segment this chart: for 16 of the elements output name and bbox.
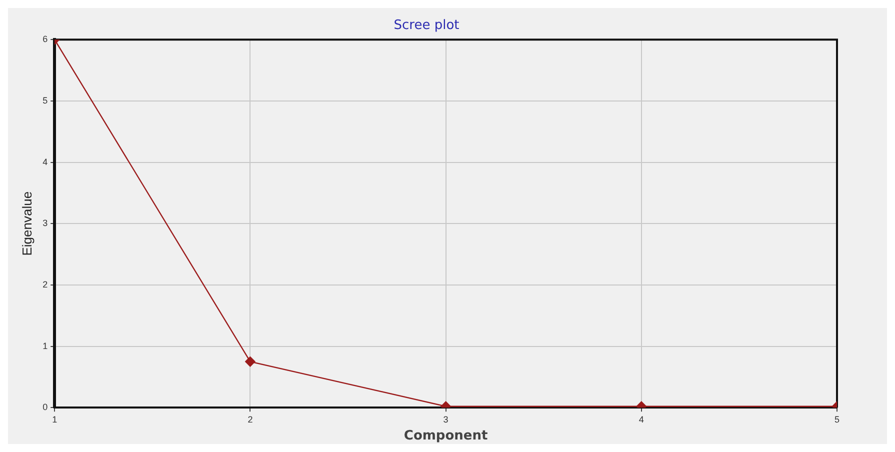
y-tick-label: 1	[42, 340, 48, 351]
chart-title: Scree plot	[394, 18, 460, 34]
y-tick-label: 5	[42, 95, 48, 106]
y-tick-label: 2	[42, 279, 48, 290]
x-tick-label: 3	[443, 414, 448, 424]
x-tick-label: 2	[248, 414, 253, 424]
x-axis-title: Component	[404, 428, 488, 444]
y-tick-label: 3	[42, 218, 48, 228]
point	[245, 356, 256, 367]
y-tick-label: 0	[42, 402, 48, 412]
x-tick-label: 4	[638, 414, 644, 424]
y-tick-label: 4	[42, 156, 48, 167]
y-axis-title: Eigenvalue	[19, 191, 34, 256]
y-tick-label: 6	[42, 34, 48, 44]
x-tick-label: 1	[52, 414, 58, 424]
x-tick-label: 5	[834, 414, 840, 424]
